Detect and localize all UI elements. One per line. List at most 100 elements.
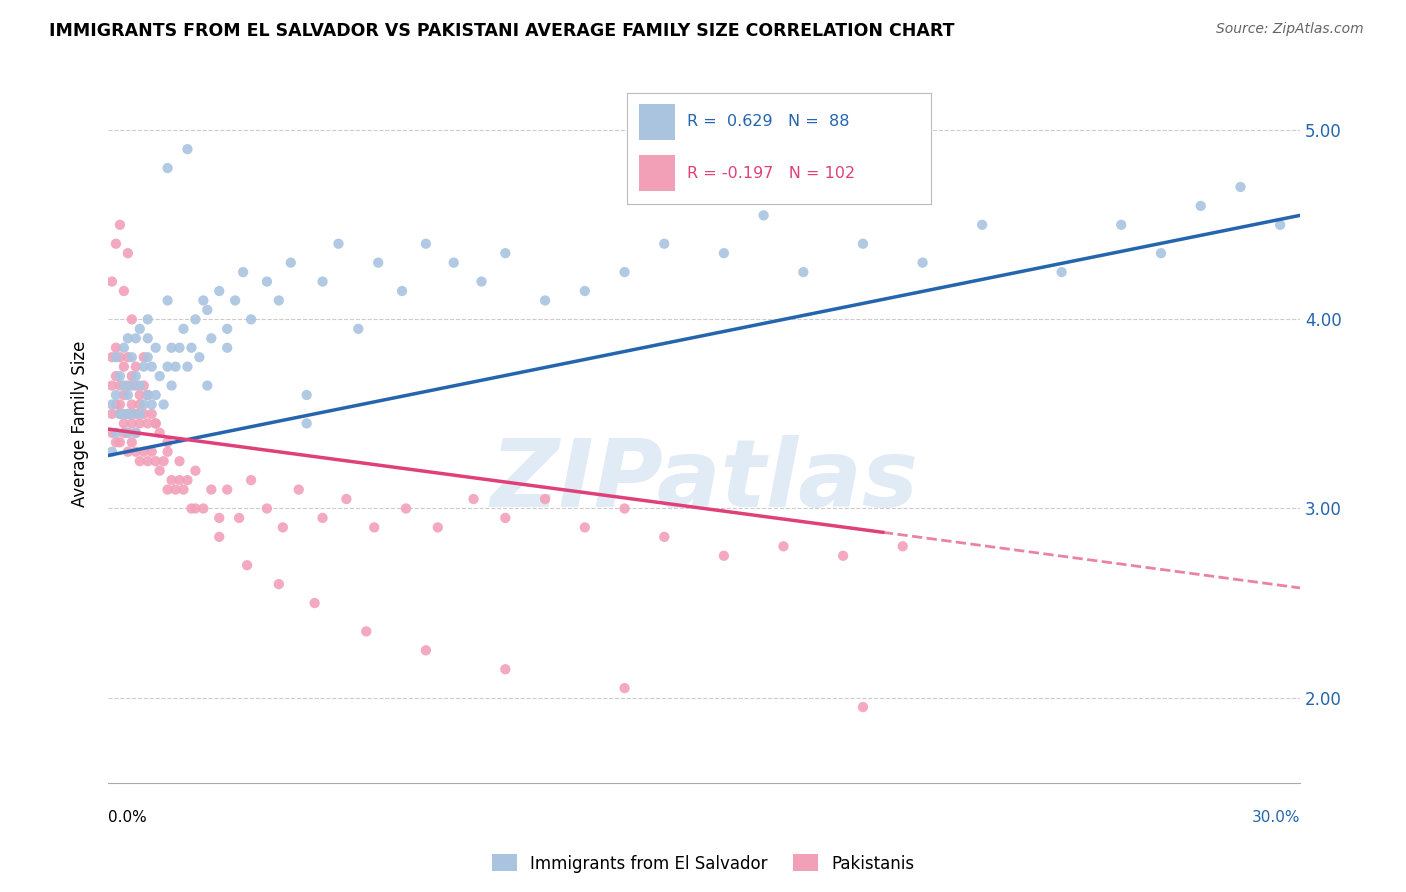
Point bbox=[136, 312, 159, 326]
Text: 30.0%: 30.0% bbox=[1251, 810, 1301, 825]
Point bbox=[108, 435, 131, 450]
Point bbox=[208, 284, 231, 298]
Point bbox=[128, 322, 150, 336]
Point bbox=[132, 378, 155, 392]
Point bbox=[494, 511, 516, 525]
Point bbox=[494, 246, 516, 260]
Point bbox=[304, 596, 326, 610]
Point bbox=[121, 312, 143, 326]
Point bbox=[200, 331, 222, 345]
Point bbox=[363, 520, 385, 534]
Point bbox=[141, 407, 163, 421]
Point bbox=[156, 359, 179, 374]
Point bbox=[132, 397, 155, 411]
Point bbox=[195, 378, 218, 392]
Point bbox=[121, 407, 143, 421]
Point bbox=[104, 350, 127, 364]
Point bbox=[208, 511, 231, 525]
Point bbox=[295, 388, 318, 402]
Point bbox=[112, 417, 135, 431]
Point bbox=[1189, 199, 1212, 213]
Point bbox=[356, 624, 378, 639]
Point bbox=[112, 407, 135, 421]
Point bbox=[112, 388, 135, 402]
Point bbox=[470, 275, 492, 289]
Point bbox=[176, 359, 198, 374]
Point bbox=[117, 425, 139, 440]
Point bbox=[121, 417, 143, 431]
Point bbox=[149, 369, 172, 384]
Point bbox=[347, 322, 370, 336]
Point bbox=[176, 473, 198, 487]
Point bbox=[240, 473, 263, 487]
Point bbox=[184, 501, 207, 516]
Text: IMMIGRANTS FROM EL SALVADOR VS PAKISTANI AVERAGE FAMILY SIZE CORRELATION CHART: IMMIGRANTS FROM EL SALVADOR VS PAKISTANI… bbox=[49, 22, 955, 40]
Point bbox=[117, 350, 139, 364]
Point bbox=[713, 246, 735, 260]
Point bbox=[108, 397, 131, 411]
Point bbox=[132, 350, 155, 364]
Point bbox=[145, 388, 167, 402]
Text: 0.0%: 0.0% bbox=[108, 810, 146, 825]
Point bbox=[165, 359, 187, 374]
Point bbox=[180, 341, 202, 355]
Point bbox=[101, 444, 124, 458]
Point bbox=[208, 530, 231, 544]
Point bbox=[108, 350, 131, 364]
Point bbox=[117, 425, 139, 440]
Point bbox=[101, 275, 124, 289]
Y-axis label: Average Family Size: Average Family Size bbox=[72, 340, 89, 507]
Point bbox=[152, 454, 174, 468]
Point bbox=[136, 350, 159, 364]
Point bbox=[574, 520, 596, 534]
Point bbox=[335, 491, 357, 506]
Point bbox=[217, 483, 239, 497]
Point bbox=[108, 407, 131, 421]
Point bbox=[173, 322, 195, 336]
Point bbox=[125, 425, 148, 440]
Point bbox=[160, 378, 183, 392]
Point bbox=[311, 275, 333, 289]
Point bbox=[145, 417, 167, 431]
Point bbox=[145, 341, 167, 355]
Point bbox=[217, 322, 239, 336]
Point bbox=[125, 425, 148, 440]
Point bbox=[752, 208, 775, 222]
Point bbox=[613, 681, 636, 695]
Point bbox=[267, 293, 290, 308]
Point bbox=[149, 425, 172, 440]
Point bbox=[228, 511, 250, 525]
Point bbox=[101, 425, 124, 440]
Point bbox=[426, 520, 449, 534]
Point bbox=[852, 700, 875, 714]
Point bbox=[713, 549, 735, 563]
Point bbox=[136, 388, 159, 402]
Point bbox=[141, 359, 163, 374]
Point bbox=[125, 444, 148, 458]
Point bbox=[232, 265, 254, 279]
Point bbox=[287, 483, 309, 497]
Point bbox=[156, 444, 179, 458]
Point bbox=[117, 407, 139, 421]
Point bbox=[121, 397, 143, 411]
Point bbox=[149, 464, 172, 478]
Point bbox=[256, 501, 278, 516]
Point bbox=[280, 255, 302, 269]
Point bbox=[271, 520, 294, 534]
Point bbox=[125, 359, 148, 374]
Point bbox=[128, 454, 150, 468]
Point bbox=[112, 378, 135, 392]
Point bbox=[972, 218, 994, 232]
Point bbox=[121, 350, 143, 364]
Point bbox=[104, 425, 127, 440]
Point bbox=[117, 378, 139, 392]
Point bbox=[184, 312, 207, 326]
Point bbox=[104, 388, 127, 402]
Point bbox=[1050, 265, 1073, 279]
Point bbox=[494, 662, 516, 676]
Point bbox=[145, 454, 167, 468]
Point bbox=[101, 350, 124, 364]
Point bbox=[141, 397, 163, 411]
Point bbox=[652, 530, 675, 544]
Point bbox=[792, 265, 814, 279]
